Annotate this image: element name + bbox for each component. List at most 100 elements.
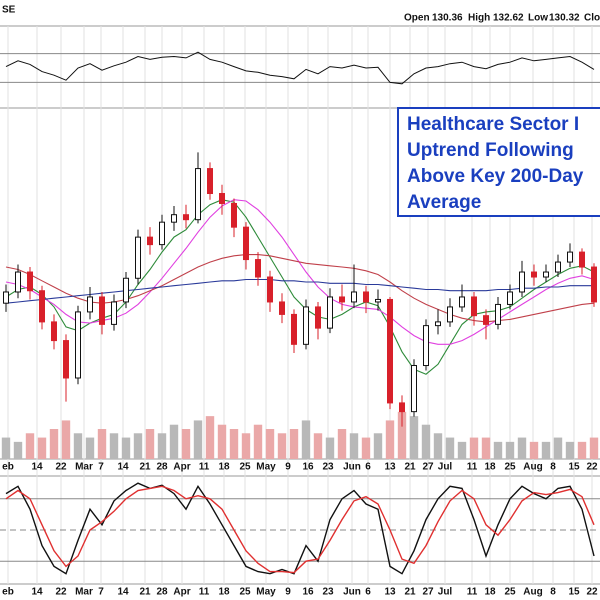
candle-body <box>351 291 357 303</box>
candle-body <box>171 214 177 223</box>
x-tick-label: 27 <box>422 462 434 473</box>
candle-body <box>423 325 429 367</box>
volume-bar <box>25 433 35 459</box>
x-tick-label: Jul <box>438 462 453 473</box>
volume-bar <box>1 437 11 459</box>
volume-bar <box>97 429 107 459</box>
volume-bar <box>145 429 155 459</box>
x-tick-label: 13 <box>384 462 396 473</box>
volume-bar <box>469 437 479 459</box>
x-tick-label: eb <box>2 462 14 473</box>
volume-bar <box>361 437 371 459</box>
x-tick-label: 21 <box>139 462 151 473</box>
x-tick-label: 18 <box>218 587 230 598</box>
close-label: Clos <box>584 13 600 24</box>
volume-bar <box>229 429 239 459</box>
volume-bar <box>109 433 119 459</box>
candle-body <box>63 340 69 379</box>
volume-bar <box>481 437 491 459</box>
volume-bar <box>589 437 599 459</box>
x-tick-label: 11 <box>199 462 210 473</box>
x-tick-label: 9 <box>285 462 291 473</box>
annotation-line: Uptrend Following <box>407 140 574 161</box>
annotation-line: Above Key 200-Day <box>407 166 584 187</box>
x-tick-label: 16 <box>302 462 314 473</box>
moving-average-line <box>5 254 595 323</box>
candle-body <box>567 251 573 263</box>
symbol: SE <box>2 5 16 16</box>
candle-body <box>207 168 213 195</box>
marks: eb eb 14 14 22 22 Mar Mar 7 7 14 14 21 21 28 28 Apr Apr 11… <box>0 51 600 598</box>
candle-body <box>39 290 45 323</box>
volume-bar <box>37 437 47 459</box>
open-value: 130.36 <box>432 13 463 24</box>
x-tick-label: 7 <box>98 587 104 598</box>
candle-body <box>459 296 465 308</box>
x-tick-label: Jun <box>343 462 361 473</box>
volume-bar <box>445 437 455 459</box>
candle-body <box>555 261 561 273</box>
volume-bar <box>397 411 407 459</box>
x-tick-label: Apr <box>173 587 190 598</box>
candle-body <box>147 236 153 246</box>
x-tick-label: 21 <box>139 587 151 598</box>
volume-bar <box>565 441 575 459</box>
annotation: Healthcare Sector I Uptrend Following Ab… <box>397 107 600 217</box>
candle-body <box>99 296 105 325</box>
x-tick-label: 23 <box>322 462 334 473</box>
volume-bar <box>517 437 527 459</box>
volume-bar <box>121 437 131 459</box>
candle-body <box>507 291 513 305</box>
x-tick-label: 14 <box>31 462 43 473</box>
x-tick-label: 28 <box>156 587 168 598</box>
candle-body <box>231 202 237 228</box>
candle-body <box>483 315 489 325</box>
candle-body <box>135 236 141 279</box>
candle-body <box>447 306 453 323</box>
x-tick-label: 21 <box>404 587 416 598</box>
volume-bar <box>313 433 323 459</box>
candle-body <box>123 277 129 303</box>
volume-bar <box>85 437 95 459</box>
candle-body <box>87 296 93 313</box>
volume-bar <box>325 437 335 459</box>
volume-bar <box>241 433 251 459</box>
candle-body <box>267 276 273 303</box>
x-tick-label: Mar <box>75 587 93 598</box>
volume-bar <box>349 433 359 459</box>
candle-body <box>243 226 249 261</box>
candle-body <box>51 321 57 342</box>
volume-bar <box>133 433 143 459</box>
candle-body <box>279 301 285 315</box>
candle-body <box>111 301 117 325</box>
x-tick-label: 15 <box>568 462 580 473</box>
low-value: 130.32 <box>549 13 580 24</box>
candle-body <box>471 296 477 317</box>
x-tick-label: 14 <box>117 587 129 598</box>
candle-body <box>195 168 201 221</box>
x-tick-label: 6 <box>365 587 371 598</box>
x-tick-label: 21 <box>404 462 416 473</box>
x-tick-label: 18 <box>484 587 496 598</box>
candle-body <box>219 193 225 204</box>
volume-bar <box>433 433 443 459</box>
x-tick-label: 23 <box>322 587 334 598</box>
vertical-grid <box>7 26 593 584</box>
volume-bar <box>49 429 59 459</box>
x-tick-label: 27 <box>422 587 434 598</box>
x-tick-label: 14 <box>117 462 129 473</box>
candle-body <box>387 298 393 404</box>
volume-bar <box>409 416 419 459</box>
volume-bar <box>265 429 275 459</box>
volume-bar <box>61 420 71 459</box>
x-tick-label: 25 <box>504 462 516 473</box>
x-tick-label: 18 <box>484 462 496 473</box>
x-tick-label: 14 <box>31 587 43 598</box>
open-label: Open <box>404 13 430 24</box>
x-tick-label: 11 <box>199 587 210 598</box>
candle-body <box>255 259 261 278</box>
candle-body <box>495 303 501 325</box>
annotation-line: Healthcare Sector I <box>407 114 579 135</box>
